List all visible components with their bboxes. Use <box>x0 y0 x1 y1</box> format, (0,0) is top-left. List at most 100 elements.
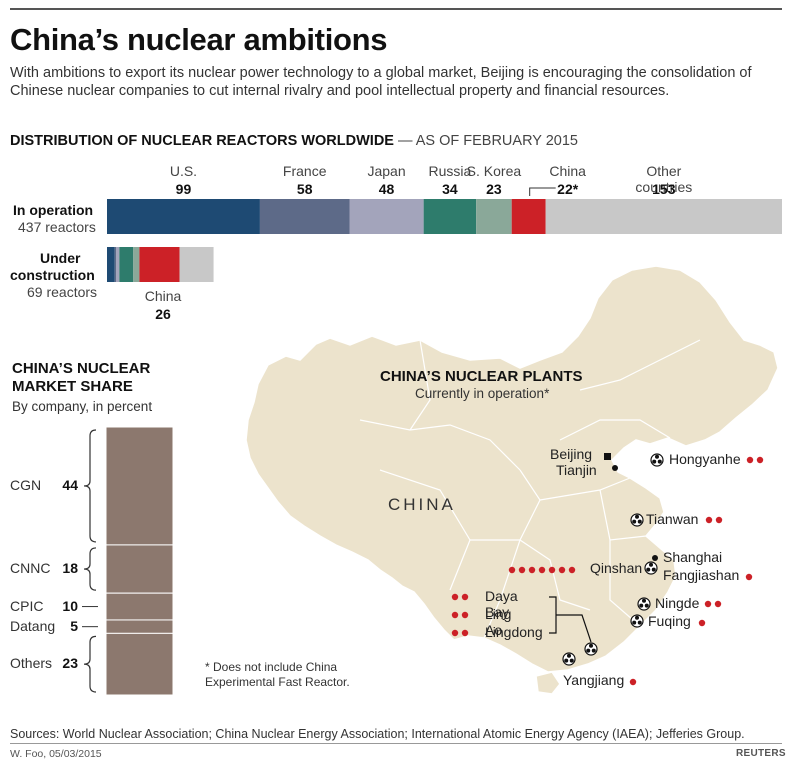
radiation-icon-blade <box>635 615 639 620</box>
market-share-title-2: MARKET SHARE <box>12 378 133 395</box>
reactor-dot-ningde <box>714 600 722 608</box>
radiation-icon-blade <box>651 567 656 572</box>
country-label-skorea: S. Korea <box>466 163 522 179</box>
bar-construction-us <box>107 247 115 282</box>
guangdong-plants-bracket <box>549 596 592 643</box>
tianjin-marker <box>612 465 618 471</box>
plant-label-ling-ao: Ling Ao <box>485 606 512 638</box>
bar-operation-russia <box>423 199 477 234</box>
page-title: China’s nuclear ambitions <box>10 22 388 57</box>
country-label-china: China <box>549 163 586 179</box>
reactor-dot-hongyanhe <box>746 456 754 464</box>
country-count-china: 22* <box>557 181 579 197</box>
construction-callout-name: China <box>144 288 182 304</box>
country-count-france: 58 <box>296 181 313 197</box>
market-share-title-1: CHINA’S NUCLEAR <box>12 360 151 377</box>
radiation-icon-blade <box>567 653 571 658</box>
reactor-dot-daya-bay <box>461 593 469 601</box>
reactor-dot-qinshan <box>568 566 576 574</box>
share-segment-cpic <box>105 592 174 621</box>
plant-label-fuqing: Fuqing <box>648 613 691 629</box>
radiation-icon-blade <box>589 643 593 648</box>
bar-operation-skorea <box>476 199 512 234</box>
share-segment-cgn <box>105 426 174 546</box>
city-label-beijing: Beijing <box>550 446 593 462</box>
map-title: CHINA’S NUCLEAR PLANTS <box>380 368 583 385</box>
bar-operation-france <box>259 199 350 234</box>
radiation-icon-blade <box>564 658 569 663</box>
province-borders <box>359 339 701 639</box>
plant-label-ningde: Ningde <box>655 595 700 611</box>
share-value-datang: 5 <box>70 617 78 634</box>
reactor-dot-fuqing <box>698 619 706 627</box>
radiation-icon-blade <box>649 562 653 567</box>
market-share-subtitle: By company, in percent <box>12 399 153 414</box>
radiation-icon-blade <box>639 603 644 608</box>
top-rule <box>10 8 782 10</box>
beijing-marker <box>604 453 611 460</box>
reactor-dot-qinshan <box>538 566 546 574</box>
radiation-icon-blade <box>569 658 574 663</box>
radiation-icon-blade <box>591 648 596 653</box>
radiation-icon-blade <box>637 620 642 625</box>
plant-label-daya-bay: Daya Bay <box>485 588 518 620</box>
china-country-label: CHINA <box>388 495 456 514</box>
reactor-dot-daya-bay <box>451 593 459 601</box>
reactor-dot-tianwan <box>715 516 723 524</box>
distribution-asof: — AS OF FEBRUARY 2015 <box>398 133 578 149</box>
radiation-icon-blade <box>635 514 639 519</box>
under-construction-label-2: construction <box>10 267 95 283</box>
city-label-tianjin: Tianjin <box>556 462 597 478</box>
share-label-cnnc: CNNC <box>10 560 51 577</box>
country-label-japan: Japan <box>367 163 406 179</box>
byline: W. Foo, 05/03/2015 <box>10 748 102 760</box>
share-brace-cgn <box>83 429 97 543</box>
radiation-icon-blade <box>646 567 651 572</box>
country-count-skorea: 23 <box>486 181 502 197</box>
country-count-japan: 48 <box>378 181 395 197</box>
plant-label-tianwan: Tianwan <box>646 511 699 527</box>
reactor-dot-yangjiang <box>629 678 637 686</box>
reactor-dot-tianwan <box>705 516 713 524</box>
reuters-logo: REUTERS <box>736 748 786 759</box>
construction-callout-value: 26 <box>155 306 171 322</box>
plant-label-yangjiang: Yangjiang <box>563 672 625 688</box>
share-brace-others <box>83 635 97 693</box>
bar-operation-china <box>511 199 546 234</box>
share-label-cpic: CPIC <box>10 597 44 614</box>
radiation-icon-blade <box>644 603 649 608</box>
china-callout-bracket <box>529 187 556 196</box>
bar-construction-japan <box>116 247 120 282</box>
city-label-shanghai: Shanghai <box>663 549 723 565</box>
bar-construction-china <box>139 247 180 282</box>
bar-operation-other <box>545 199 782 234</box>
bar-construction-russia <box>119 247 134 282</box>
distribution-chart <box>107 187 782 282</box>
under-construction-label-1: Under <box>40 250 81 266</box>
bar-operation-japan <box>349 199 424 234</box>
reactor-dot-qinshan <box>528 566 536 574</box>
sources: Sources: World Nuclear Association; Chin… <box>10 727 745 741</box>
reactor-dot-qinshan <box>548 566 556 574</box>
share-value-cpic: 10 <box>62 597 78 614</box>
country-label-france: France <box>282 163 327 179</box>
country-label-us: U.S. <box>169 163 198 179</box>
share-label-cgn: CGN <box>10 476 42 493</box>
plant-label-fangjiashan: Fangjiashan <box>663 567 740 583</box>
radiation-icon-blade <box>632 519 637 524</box>
share-label-datang: Datang <box>10 617 56 634</box>
reactor-dot-ningde <box>704 600 712 608</box>
under-construction-total: 69 reactors <box>27 284 98 300</box>
country-count-other: 153 <box>652 181 676 197</box>
radiation-icon-blade <box>657 459 662 464</box>
shanghai-marker <box>652 555 658 561</box>
radiation-icon-blade <box>642 598 646 603</box>
radiation-icon-blade <box>637 519 642 524</box>
country-label-russia: Russia <box>428 163 472 179</box>
share-value-cgn: 44 <box>62 476 78 493</box>
share-segment-cnnc <box>105 544 174 594</box>
radiation-icon-blade <box>632 620 637 625</box>
reactor-dot-lingdong <box>451 629 459 637</box>
radiation-icon-blade <box>586 648 591 653</box>
bar-construction-skorea <box>133 247 140 282</box>
